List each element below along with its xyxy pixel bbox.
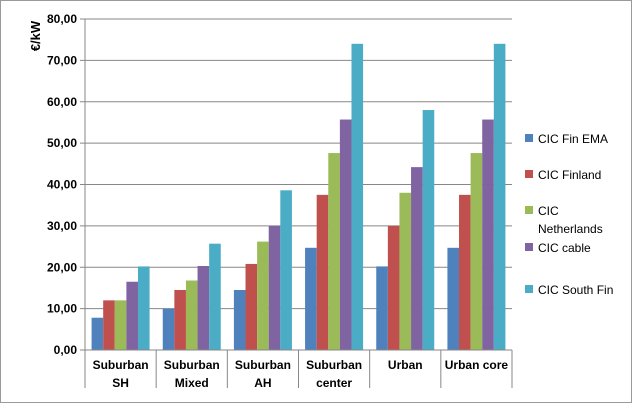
bar-cic-netherlands (257, 241, 269, 350)
legend-swatch-cic-south-fin (525, 285, 533, 293)
bar-cic-south-fin (493, 43, 506, 350)
legend-swatch-cic-netherlands (525, 206, 533, 214)
bar-cic-cable (126, 281, 138, 350)
bar-cic-netherlands (114, 300, 127, 350)
y-tick-label: 20,00 (47, 260, 77, 274)
legend-label: CIC cable (538, 241, 591, 255)
x-tick-label: Suburban (164, 358, 220, 372)
bar-cic-finland (103, 300, 115, 350)
y-tick-label: 0,00 (54, 343, 78, 357)
bar-cic-fin-ema (305, 247, 317, 350)
bar-cic-south-fin (209, 243, 221, 350)
bar-cic-finland (316, 194, 329, 350)
y-tick-label: 80,00 (47, 12, 77, 26)
bar-cic-netherlands (328, 153, 340, 350)
bar-cic-fin-ema (447, 247, 460, 350)
bar-cic-fin-ema (376, 266, 388, 350)
legend-label: Netherlands (538, 222, 603, 236)
x-tick-label: center (316, 376, 352, 390)
x-tick-label: SH (112, 376, 129, 390)
bar-cic-finland (387, 225, 400, 350)
legend: CIC Fin EMA CIC Finland CIC Netherlands CIC … (525, 132, 613, 297)
x-tick-label: Mixed (175, 376, 209, 390)
bars (91, 43, 506, 351)
y-tick-label: 50,00 (47, 136, 77, 150)
x-tick-label: Suburban (306, 358, 362, 372)
bar-cic-netherlands (470, 153, 483, 350)
y-tick-label: 10,00 (47, 302, 77, 316)
gridlines (85, 18, 512, 310)
legend-label: CIC Fin EMA (538, 132, 608, 146)
bar-cic-finland (245, 263, 258, 350)
y-tick-label: 60,00 (47, 95, 77, 109)
bar-cic-fin-ema (162, 308, 175, 350)
y-tick-label: 70,00 (47, 53, 77, 67)
bar-cic-cable (268, 225, 281, 350)
x-tick-label: Suburban (93, 358, 149, 372)
y-tick-label: 30,00 (47, 219, 77, 233)
bar-cic-finland (174, 290, 186, 350)
bar-cic-fin-ema (91, 317, 104, 350)
bar-cic-fin-ema (233, 290, 246, 350)
x-tick-label: Urban core (445, 358, 509, 372)
bar-cic-south-fin (280, 190, 292, 350)
x-tick-label: Suburban (235, 358, 291, 372)
bar-cic-cable (411, 167, 423, 350)
bar-cic-cable (339, 119, 352, 350)
bar-cic-finland (459, 194, 471, 350)
x-tick-label: AH (254, 376, 271, 390)
y-axis-label: €/kW (28, 20, 43, 51)
bar-cic-south-fin (137, 266, 150, 350)
axes: 0,00 10,00 20,00 30,00 40,00 50,00 60,00 70,00 8… (28, 12, 513, 390)
legend-label: CIC (538, 204, 559, 218)
legend-swatch-cic-finland (525, 170, 533, 178)
bar-cic-cable (197, 266, 210, 350)
y-tick-label: 40,00 (47, 178, 77, 192)
legend-swatch-cic-fin-ema (525, 134, 533, 142)
legend-swatch-cic-cable (525, 243, 533, 251)
legend-label: CIC Finland (538, 168, 601, 182)
bar-cic-netherlands (399, 192, 412, 350)
bar-cic-cable (482, 119, 494, 350)
bar-cic-netherlands (185, 280, 198, 350)
bar-cic-south-fin (422, 110, 435, 351)
bar-cic-south-fin (351, 43, 364, 350)
x-tick-label: Urban (388, 358, 423, 372)
legend-label: CIC South Fin (538, 283, 613, 297)
